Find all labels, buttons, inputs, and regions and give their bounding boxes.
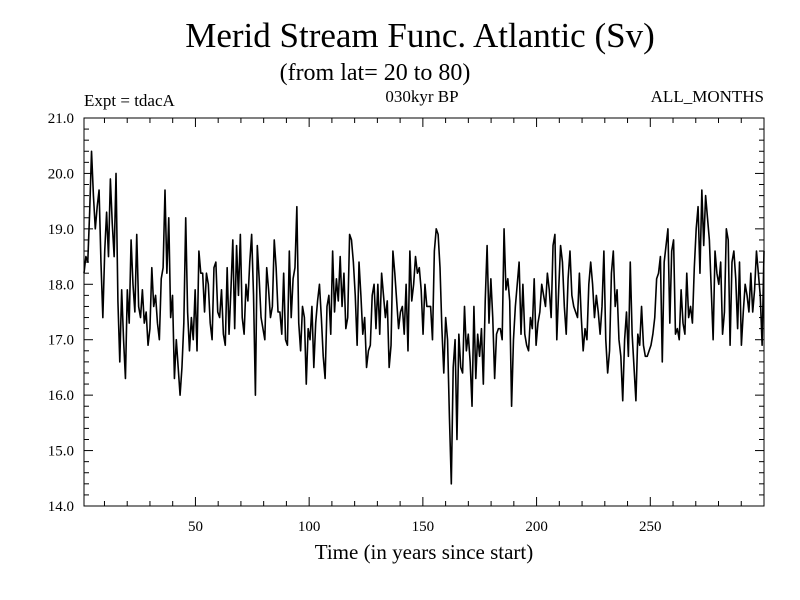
series-line <box>83 150 765 485</box>
x-axis-label: Time (in years since start) <box>314 540 534 564</box>
y-tick-label: 21.0 <box>48 111 74 127</box>
y-tick-label: 17.0 <box>48 333 74 349</box>
months-label: ALL_MONTHS <box>650 87 764 106</box>
y-tick-label: 20.0 <box>48 166 74 182</box>
plot-frame <box>83 117 765 507</box>
x-tick-label: 50 <box>188 519 203 535</box>
x-tick-label: 250 <box>639 519 662 535</box>
y-tick-label: 19.0 <box>48 222 74 238</box>
period-label: 030kyr BP <box>385 87 459 106</box>
experiment-label: Expt = tdacA <box>84 91 175 110</box>
chart-subtitle: (from lat= 20 to 80) <box>279 60 471 86</box>
chart-title: Merid Stream Func. Atlantic (Sv) <box>185 16 655 55</box>
axis-ticks <box>84 117 765 507</box>
y-tick-label: 16.0 <box>48 388 74 404</box>
x-tick-label: 150 <box>412 519 435 535</box>
x-tick-label: 200 <box>525 519 548 535</box>
x-tick-label: 100 <box>298 519 321 535</box>
y-tick-label: 18.0 <box>48 277 74 293</box>
y-tick-label: 15.0 <box>48 444 74 460</box>
axis-tick-labels: 14.0 15.0 16.0 17.0 18.0 19.0 20.0 21.0 50 100 150… <box>48 111 662 535</box>
y-tick-label: 14.0 <box>48 499 74 515</box>
